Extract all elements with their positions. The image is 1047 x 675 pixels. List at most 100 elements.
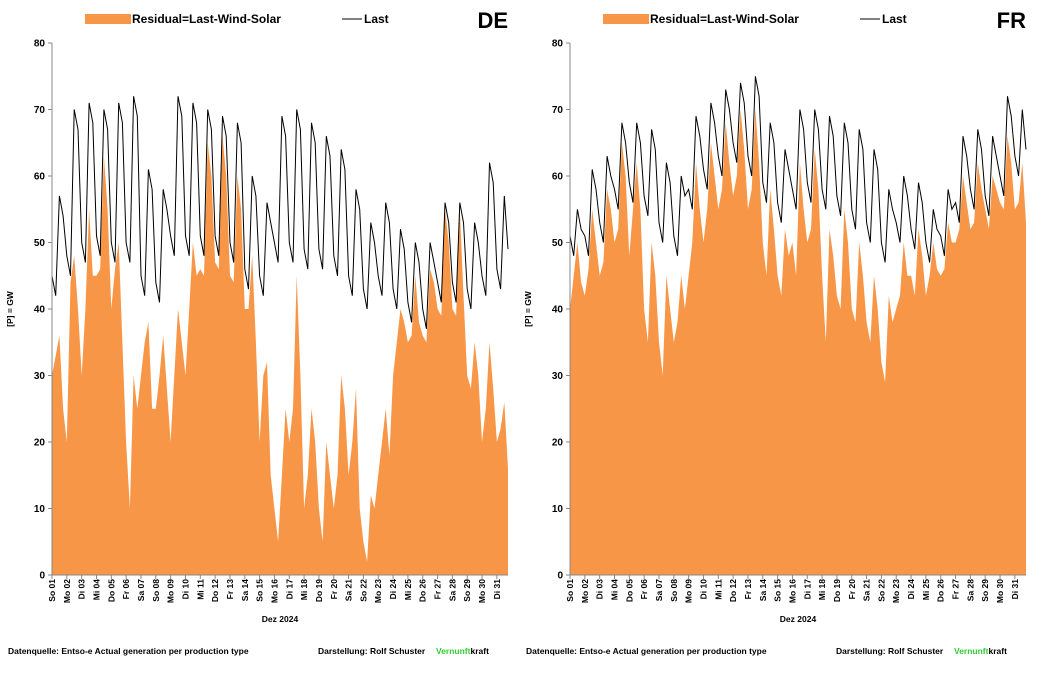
x-tick-label: Mo 23: [891, 579, 901, 603]
x-tick-label: Sa 07: [654, 579, 664, 601]
residual-area: [52, 136, 508, 575]
x-tick-label: Sa 21: [344, 579, 354, 601]
source-note: Datenquelle: Entso-e Actual generation p…: [526, 646, 767, 656]
y-tick-label: 20: [552, 438, 564, 449]
y-tick-label: 10: [34, 504, 46, 515]
x-tick-label: Do 19: [832, 579, 842, 602]
brand-part: kraft: [988, 646, 1007, 656]
y-tick-label: 40: [552, 305, 564, 316]
x-tick-label: Fr 20: [847, 579, 857, 600]
x-tick-label: Mi 25: [921, 579, 931, 601]
y-tick-label: 60: [34, 172, 46, 183]
x-tick-label: Di 03: [595, 579, 605, 600]
x-tick-label: Di 24: [906, 579, 916, 600]
legend-swatch: [85, 14, 131, 24]
y-tick-label: 0: [557, 571, 563, 582]
y-tick-label: 50: [34, 238, 46, 249]
panel: 0 10 20 30 40 50 60 70 80 So 01 Mo 02 Di 03 Mi 04 Do …: [5, 8, 509, 656]
x-tick-label: So 29: [980, 579, 990, 602]
load-line: [51, 96, 509, 329]
y-tick-label: 50: [552, 238, 564, 249]
x-tick-label: Do 12: [210, 579, 220, 602]
load-line: [569, 76, 1027, 263]
x-tick-label: Mo 16: [787, 579, 797, 603]
legend-label: Last: [882, 12, 907, 26]
x-tick-label: Do 26: [418, 579, 428, 602]
brand: Vernunftkraft: [954, 646, 1007, 656]
x-tick-label: Do 05: [106, 579, 116, 602]
legend-label: Residual=Last-Wind-Solar: [650, 12, 799, 26]
x-tick-label: Mi 18: [299, 579, 309, 601]
x-tick-label: Sa 28: [447, 579, 457, 601]
y-axis-label: [P] = GW: [523, 290, 533, 327]
x-tick-label: Sa 21: [862, 579, 872, 601]
x-tick-label: Sa 14: [240, 579, 250, 601]
x-tick-label: Mi 04: [91, 579, 101, 601]
x-tick-label: Do 05: [624, 579, 634, 602]
x-tick-label: Fr 27: [433, 579, 443, 600]
x-tick-label: Mo 02: [62, 579, 72, 603]
x-tick-label: Mi 04: [609, 579, 619, 601]
legend-label: Residual=Last-Wind-Solar: [132, 12, 281, 26]
x-tick-label: Di 10: [180, 579, 190, 600]
x-tick-label: Mo 30: [477, 579, 487, 603]
y-tick-label: 80: [552, 39, 564, 50]
x-tick-label: Mo 09: [166, 579, 176, 603]
x-tick-label: Do 19: [314, 579, 324, 602]
x-tick-label: Di 10: [698, 579, 708, 600]
x-tick-label: Do 12: [728, 579, 738, 602]
credit-note: Darstellung: Rolf Schuster: [318, 646, 426, 656]
x-tick-label: Mo 30: [995, 579, 1005, 603]
brand-part: kraft: [470, 646, 489, 656]
x-tick-label: Fr 20: [329, 579, 339, 600]
brand: Vernunftkraft: [436, 646, 489, 656]
x-tick-label: So 29: [462, 579, 472, 602]
y-tick-label: 30: [552, 371, 564, 382]
y-tick-label: 60: [552, 172, 564, 183]
x-tick-label: So 22: [876, 579, 886, 602]
legend-label: Last: [364, 12, 389, 26]
y-tick-label: 30: [34, 371, 46, 382]
x-tick-label: Mo 02: [580, 579, 590, 603]
x-tick-label: So 01: [565, 579, 575, 602]
legend-swatch: [603, 14, 649, 24]
x-tick-label: So 08: [669, 579, 679, 602]
x-tick-label: Di 24: [388, 579, 398, 600]
residual-area: [570, 109, 1026, 575]
x-tick-label: Mi 18: [817, 579, 827, 601]
brand-part: Vernunft: [436, 646, 471, 656]
x-tick-label: Sa 28: [965, 579, 975, 601]
y-tick-label: 80: [34, 39, 46, 50]
y-tick-label: 70: [34, 105, 46, 116]
x-tick-label: Fr 06: [121, 579, 131, 600]
y-tick-label: 20: [34, 438, 46, 449]
x-tick-label: Di 17: [284, 579, 294, 600]
y-tick-label: 0: [39, 571, 45, 582]
x-tick-label: So 15: [773, 579, 783, 602]
x-tick-label: Fr 27: [951, 579, 961, 600]
y-axis-label: [P] = GW: [5, 290, 15, 327]
x-tick-label: Do 26: [936, 579, 946, 602]
x-tick-label: Sa 14: [758, 579, 768, 601]
credit-note: Darstellung: Rolf Schuster: [836, 646, 944, 656]
x-tick-label: Di 31: [492, 579, 502, 600]
x-tick-label: Di 17: [802, 579, 812, 600]
panel-title: FR: [997, 8, 1026, 33]
source-note: Datenquelle: Entso-e Actual generation p…: [8, 646, 249, 656]
y-tick-label: 10: [552, 504, 564, 515]
y-tick-label: 70: [552, 105, 564, 116]
x-tick-label: Mo 23: [373, 579, 383, 603]
x-tick-label: So 01: [47, 579, 57, 602]
y-tick-label: 40: [34, 305, 46, 316]
x-axis-label: Dez 2024: [780, 614, 817, 624]
x-tick-label: Mo 09: [684, 579, 694, 603]
x-tick-label: So 15: [255, 579, 265, 602]
x-tick-label: Di 31: [1010, 579, 1020, 600]
x-tick-label: Mo 16: [269, 579, 279, 603]
x-tick-label: Fr 06: [639, 579, 649, 600]
x-axis-label: Dez 2024: [262, 614, 299, 624]
x-tick-label: So 08: [151, 579, 161, 602]
x-tick-label: Mi 25: [403, 579, 413, 601]
